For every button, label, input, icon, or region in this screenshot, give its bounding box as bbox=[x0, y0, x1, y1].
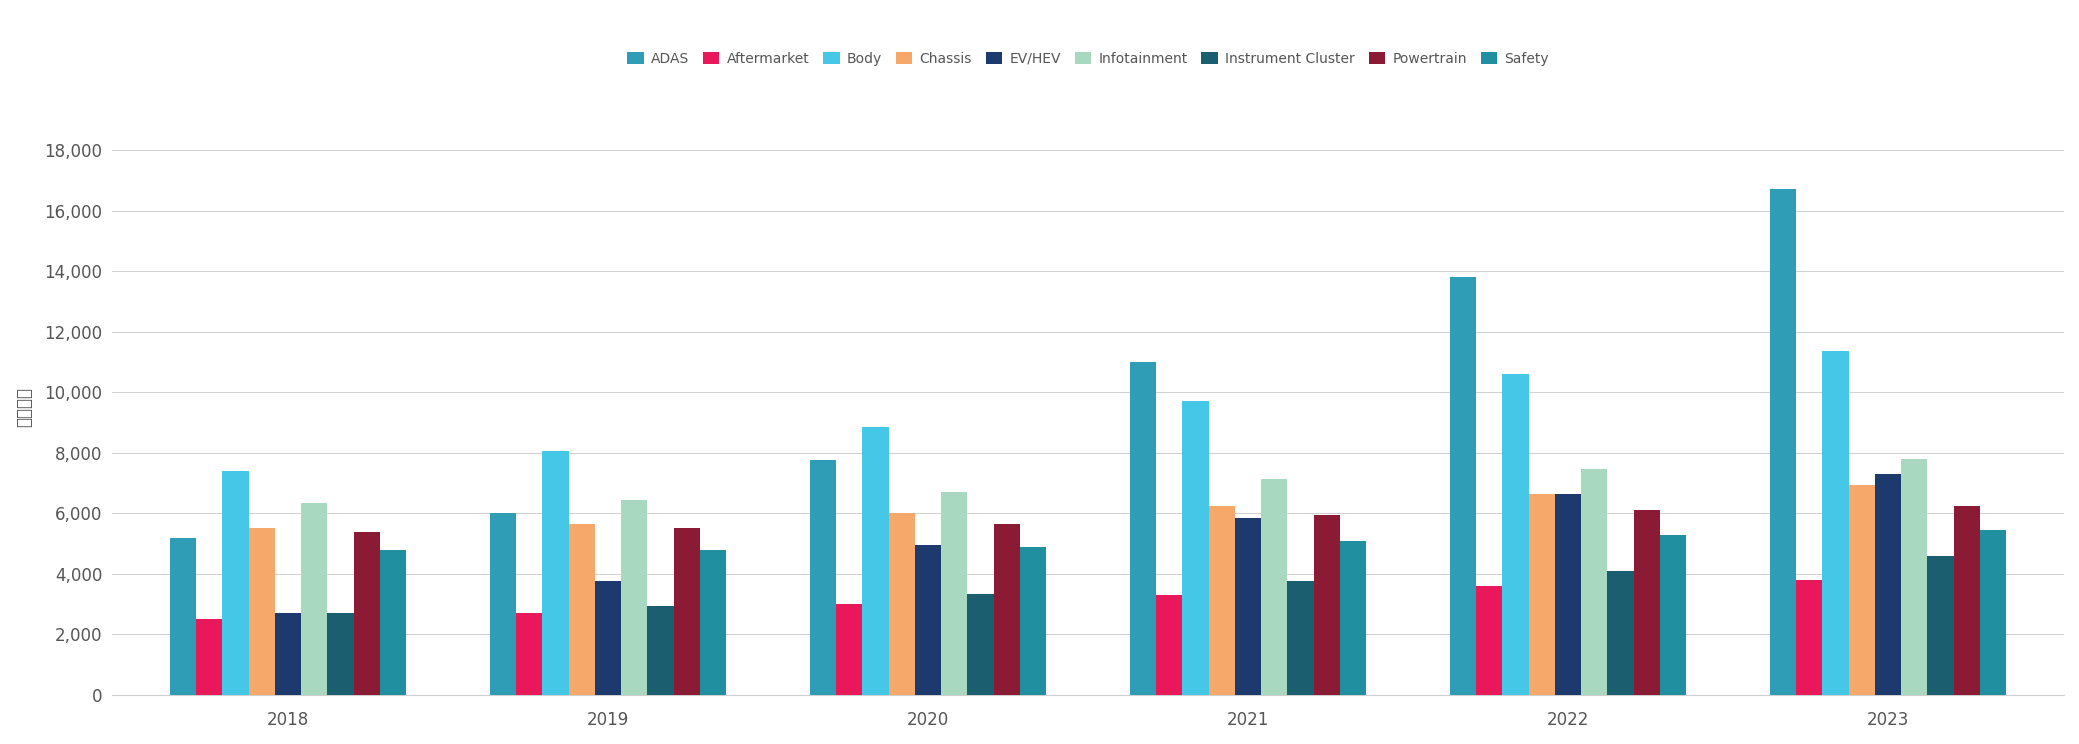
Bar bbox=[888, 513, 915, 695]
Bar bbox=[1796, 580, 1823, 695]
Bar bbox=[836, 604, 863, 695]
Bar bbox=[1582, 469, 1607, 695]
Bar bbox=[195, 619, 222, 695]
Bar bbox=[1287, 582, 1314, 695]
Bar bbox=[570, 524, 595, 695]
Bar bbox=[994, 524, 1021, 695]
Bar bbox=[543, 452, 570, 695]
Bar bbox=[380, 550, 405, 695]
Bar bbox=[170, 538, 195, 695]
Bar bbox=[1979, 530, 2006, 695]
Bar bbox=[674, 528, 701, 695]
Bar bbox=[1183, 401, 1208, 695]
Bar bbox=[1607, 571, 1634, 695]
Bar bbox=[1235, 518, 1262, 695]
Bar bbox=[622, 500, 647, 695]
Bar bbox=[1021, 547, 1046, 695]
Bar bbox=[516, 613, 543, 695]
Legend: ADAS, Aftermarket, Body, Chassis, EV/HEV, Infotainment, Instrument Cluster, Powe: ADAS, Aftermarket, Body, Chassis, EV/HEV… bbox=[628, 52, 1549, 66]
Bar bbox=[647, 606, 674, 695]
Bar bbox=[1528, 494, 1555, 695]
Y-axis label: 百萬美元: 百萬美元 bbox=[15, 388, 33, 427]
Bar bbox=[1339, 541, 1366, 695]
Bar bbox=[942, 493, 967, 695]
Bar bbox=[1555, 494, 1582, 695]
Bar bbox=[1208, 506, 1235, 695]
Bar bbox=[1927, 556, 1954, 695]
Bar bbox=[863, 427, 888, 695]
Bar bbox=[967, 594, 994, 695]
Bar bbox=[301, 503, 326, 695]
Bar bbox=[1476, 586, 1503, 695]
Bar bbox=[1769, 190, 1796, 695]
Bar bbox=[1875, 474, 1900, 695]
Bar bbox=[326, 613, 353, 695]
Bar bbox=[1503, 374, 1528, 695]
Bar bbox=[1314, 515, 1339, 695]
Bar bbox=[1129, 362, 1156, 695]
Bar bbox=[595, 582, 622, 695]
Bar bbox=[1823, 351, 1848, 695]
Bar bbox=[1954, 506, 1979, 695]
Bar bbox=[811, 461, 836, 695]
Bar bbox=[274, 613, 301, 695]
Bar bbox=[701, 550, 726, 695]
Bar bbox=[1659, 534, 1686, 695]
Bar bbox=[1156, 595, 1183, 695]
Bar bbox=[222, 471, 249, 695]
Bar bbox=[1449, 278, 1476, 695]
Bar bbox=[1262, 478, 1287, 695]
Bar bbox=[491, 513, 516, 695]
Bar bbox=[1848, 484, 1875, 695]
Bar bbox=[353, 531, 380, 695]
Bar bbox=[1634, 510, 1659, 695]
Bar bbox=[915, 545, 942, 695]
Bar bbox=[249, 528, 274, 695]
Bar bbox=[1900, 459, 1927, 695]
